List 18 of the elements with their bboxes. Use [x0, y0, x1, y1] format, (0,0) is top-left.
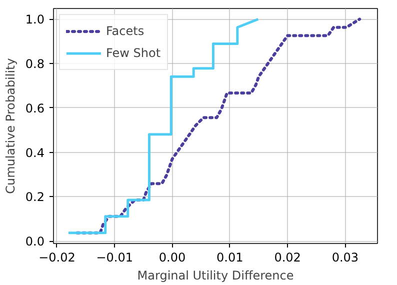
y-tick-label: 0.2 [25, 190, 45, 204]
x-tick-label: 0.00 [158, 250, 186, 264]
x-tick-label: 0.03 [332, 250, 359, 264]
y-tick-label: 0.0 [25, 234, 45, 249]
legend-label: Facets [106, 24, 144, 38]
x-axis-title: Marginal Utility Difference [137, 268, 294, 282]
y-tick-label: 0.4 [25, 146, 45, 160]
y-tick-label: 1.0 [25, 12, 45, 27]
y-axis-title: Cumulative Probability [3, 58, 18, 194]
x-tick-label: 0.01 [216, 250, 244, 264]
line-series [76, 18, 362, 234]
x-tick-label: 0.02 [274, 250, 301, 264]
x-tick-label: −0.02 [38, 250, 76, 264]
x-tick-label: −0.01 [96, 250, 134, 264]
y-tick-label: 0.6 [25, 101, 45, 116]
legend-label: Few Shot [106, 46, 161, 60]
y-tick-label: 0.8 [25, 57, 45, 72]
line-series [67, 18, 260, 234]
